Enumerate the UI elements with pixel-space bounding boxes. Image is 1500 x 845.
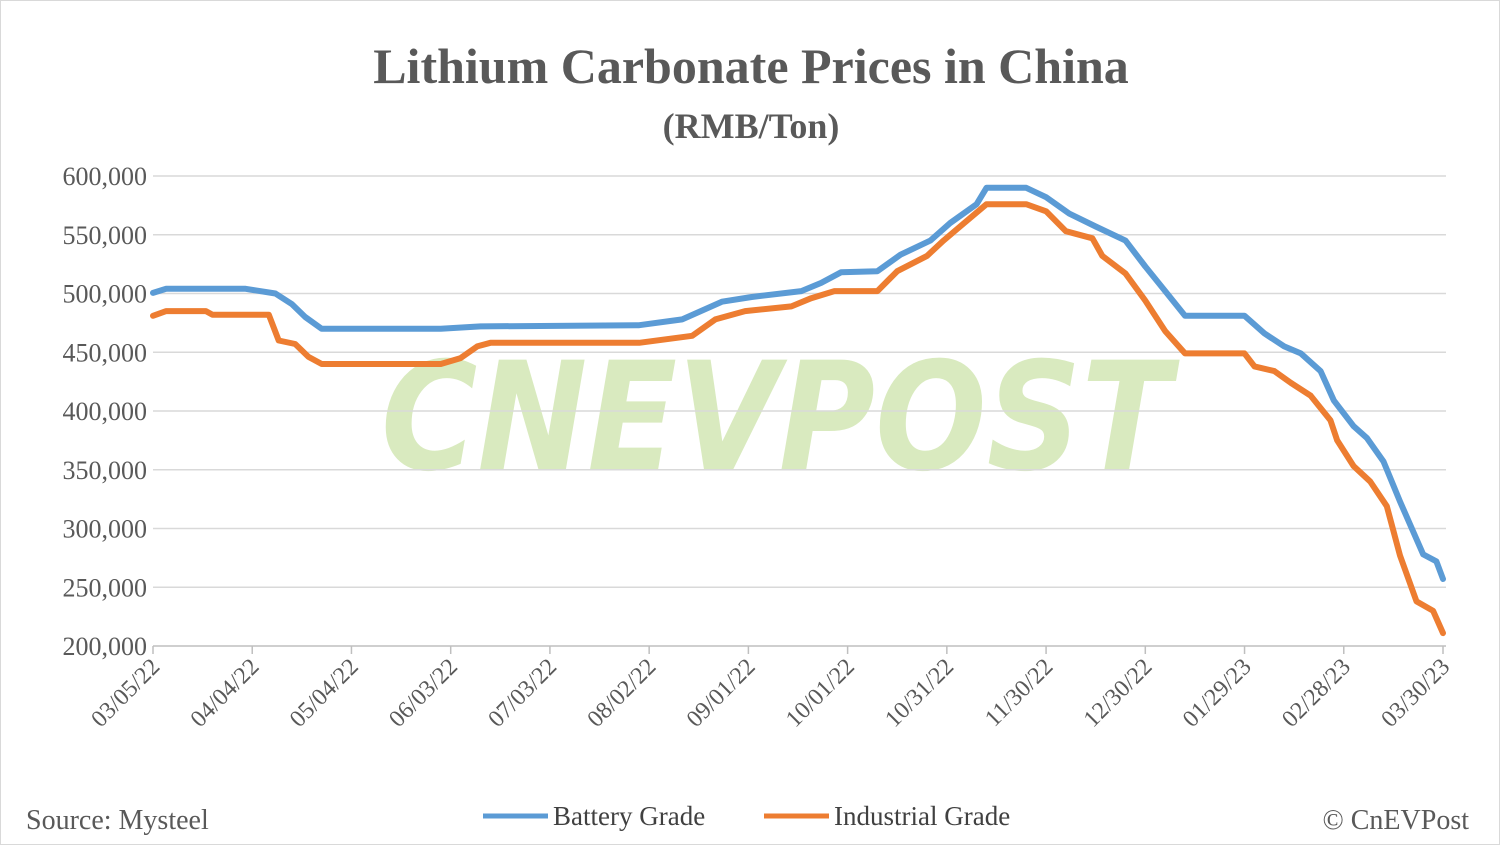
x-tick-label: 02/28/23 [1277,654,1356,733]
x-tick-label: 03/30/23 [1377,654,1456,733]
x-tick-label: 09/01/22 [682,654,761,733]
x-tick-label: 10/01/22 [781,654,860,733]
x-tick-label: 07/03/22 [483,654,562,733]
y-tick-label: 400,000 [63,397,148,426]
x-tick-label: 10/31/22 [880,654,959,733]
x-tick-label: 03/05/22 [87,654,166,733]
chart-subtitle: (RMB/Ton) [663,106,840,146]
y-tick-label: 550,000 [63,221,148,250]
series-line-battery-grade [150,184,1446,582]
y-tick-label: 450,000 [63,338,148,367]
x-tick-label: 11/30/22 [980,654,1058,732]
y-tick-label: 250,000 [63,573,148,602]
x-tick-label: 04/04/22 [186,654,265,733]
y-tick-label: 350,000 [63,456,148,485]
x-tick-label: 08/02/22 [583,654,662,733]
y-tick-label: 600,000 [63,162,148,191]
y-tick-label: 200,000 [63,632,148,661]
legend-label-battery: Battery Grade [553,801,705,831]
legend-label-industrial: Industrial Grade [834,801,1010,831]
x-tick-label: 01/29/23 [1178,654,1257,733]
legend: Battery Grade Industrial Grade [483,801,1010,831]
y-tick-label: 300,000 [63,515,148,544]
y-tick-label: 500,000 [63,280,148,309]
copyright-note: © CnEVPost [1322,805,1469,836]
series-line-industrial-grade [150,201,1446,637]
x-tick-label: 12/30/22 [1079,654,1158,733]
x-tick-label: 05/04/22 [285,654,364,733]
source-note: Source: Mysteel [26,805,209,836]
chart-title: Lithium Carbonate Prices in China [373,38,1129,94]
watermark-logo: CNEVPOST [381,331,1180,505]
x-tick-label: 06/03/22 [384,654,463,733]
